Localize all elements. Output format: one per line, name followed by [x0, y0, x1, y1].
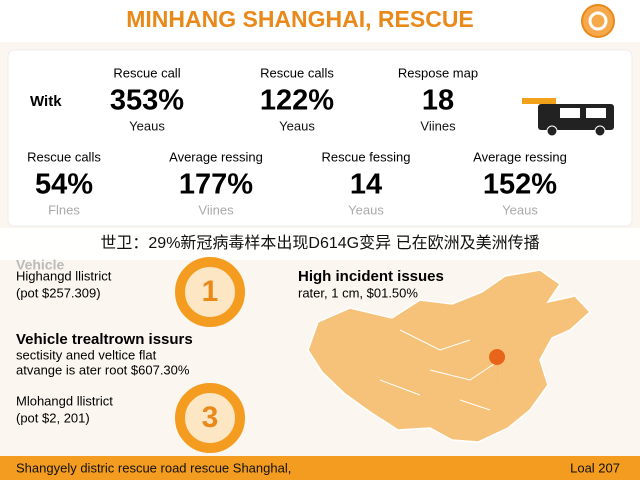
map-borders [379, 329, 501, 411]
footer-text: Shangyely distric rescue road rescue Sha… [16, 460, 291, 475]
stat-unit: Flnes [48, 202, 80, 217]
van-icon [522, 98, 614, 137]
stat-label: Rescue calls [260, 65, 334, 80]
stats-lead: Witk [30, 93, 62, 110]
rank-circle [175, 257, 245, 327]
footer-bar [0, 456, 640, 480]
stat-unit: Yeaus [129, 118, 165, 133]
rank-circle [175, 383, 245, 453]
stat-label: Average ressing [169, 149, 263, 164]
stat-unit: Viines [198, 202, 234, 217]
stat-value: 122% [260, 85, 334, 117]
stat-value: 18 [422, 85, 454, 117]
stat-label: Rescue call [113, 65, 180, 80]
item-note: (pot $257.309) [16, 285, 101, 300]
stat-label: Rescue calls [27, 149, 101, 164]
stat-value: 177% [179, 169, 253, 201]
map-note: rater, 1 cm, $01.50% [298, 285, 418, 300]
rank: 1 [202, 275, 219, 308]
stat-unit: Viines [420, 118, 456, 133]
pin [489, 349, 506, 388]
title: MINHANG SHANGHAI, RESCUE [126, 6, 474, 32]
banner-bg [0, 228, 640, 260]
issues-title: Vehicle trealtrown issurs [16, 331, 193, 348]
logo-mark [588, 11, 608, 31]
item-title: Mlohangd llistrict [16, 393, 113, 408]
stat-value: 14 [350, 169, 382, 201]
stat-unit: Yeaus [348, 202, 384, 217]
issues-line: atvange is ater root $607.30% [16, 362, 190, 377]
map [307, 269, 592, 443]
item-title: Highangd llistrict [16, 268, 112, 283]
stat-label: Respose map [398, 65, 478, 80]
stat-value: 54% [35, 169, 93, 201]
stat-value: 353% [110, 85, 184, 117]
item-note: (pot $2, 201) [16, 410, 90, 425]
logo [581, 4, 615, 38]
map-title: High incident issues [298, 268, 444, 285]
banner: 世卫：29%新冠病毒样本出现D614G变异 已在欧洲及美洲传播 [100, 234, 539, 252]
stat-label: Rescue fessing [322, 149, 411, 164]
footer-text: Loal 207 [570, 460, 620, 475]
stats-card [7, 49, 633, 227]
stat-value: 152% [483, 169, 557, 201]
section-title: Vehicle [16, 257, 64, 273]
issues-line: sectisity aned veltice flat [16, 347, 157, 362]
rank: 3 [202, 401, 219, 434]
stat-label: Average ressing [473, 149, 567, 164]
header-band [0, 0, 640, 42]
stat-unit: Yeaus [502, 202, 538, 217]
stat-unit: Yeaus [279, 118, 315, 133]
